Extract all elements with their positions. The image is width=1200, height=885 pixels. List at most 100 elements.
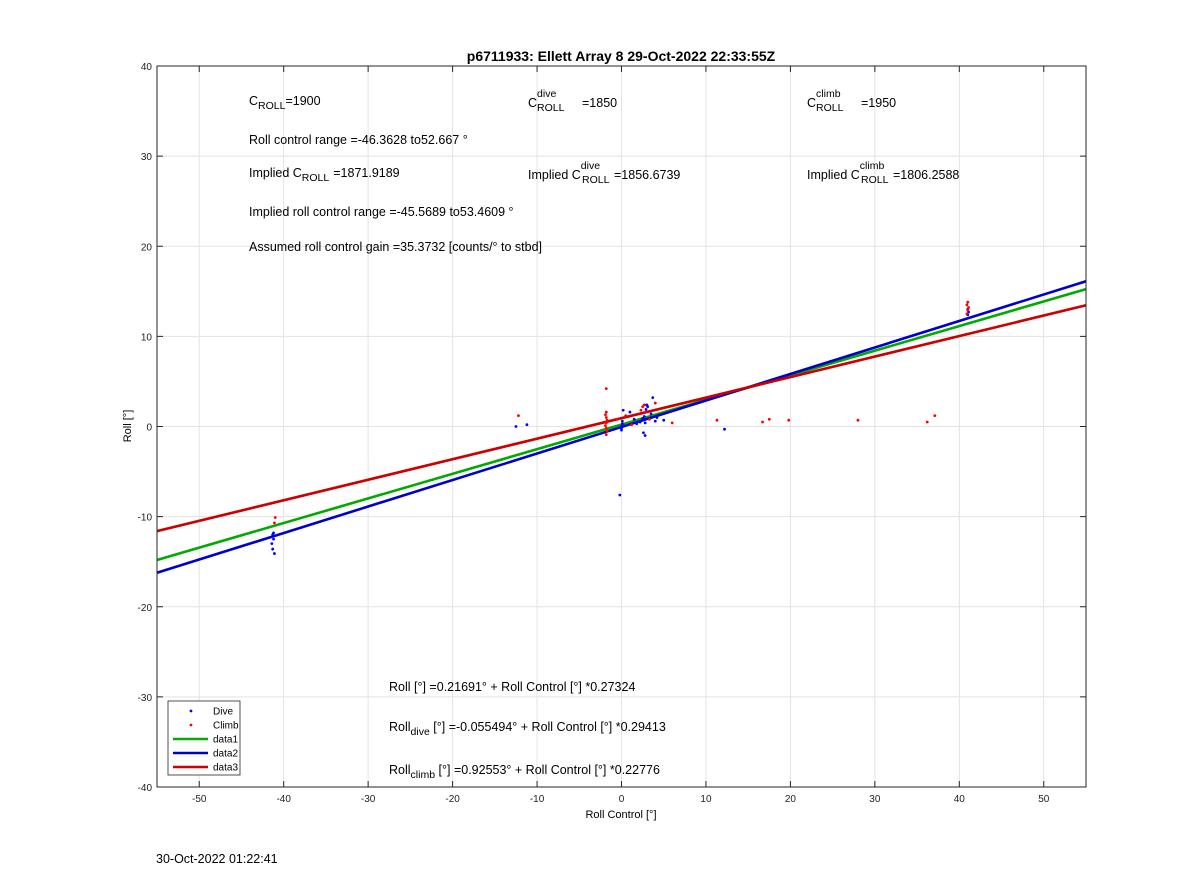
point-climb [965, 312, 969, 316]
point-dive [618, 493, 622, 497]
point-dive [638, 420, 642, 424]
point-dive [620, 422, 624, 426]
fit-dive-equation: Rolldive [°] =-0.055494° + Roll Control … [389, 720, 666, 738]
point-dive [272, 531, 275, 535]
point-climb [273, 516, 277, 519]
c-climb-annotation: Cclimb ROLL =1950 [807, 88, 896, 114]
point-climb [647, 417, 651, 421]
y-tick-label: 10 [141, 332, 153, 343]
implied-c-dive-annotation: Implied Cdive ROLL =1856.6739 [528, 160, 680, 186]
y-tick-label: -40 [138, 783, 153, 794]
point-dive [628, 410, 632, 414]
y-tick-label: 30 [141, 152, 153, 163]
y-axis-label: Roll [°] [122, 410, 134, 443]
x-tick-label: 30 [869, 794, 881, 805]
point-climb [604, 433, 608, 437]
point-climb [967, 306, 971, 309]
point-climb [604, 387, 608, 391]
x-axis-label: Roll Control [°] [585, 809, 656, 821]
c-dive-annotation: Cdive ROLL =1850 [528, 88, 617, 114]
point-climb [615, 417, 619, 421]
point-dive [635, 422, 639, 426]
point-climb [272, 521, 276, 525]
y-tick-label: 0 [146, 423, 152, 434]
x-tick-label: -10 [530, 794, 545, 805]
point-dive [272, 537, 275, 541]
x-tick-label: 40 [954, 794, 966, 805]
point-climb [624, 414, 628, 418]
fit-all-equation: Roll [°] =0.21691° + Roll Control [°] *0… [389, 680, 635, 694]
implied-c-roll-annotation: Implied CROLL =1871.9189 [249, 166, 400, 184]
x-tick-label: 50 [1038, 794, 1050, 805]
point-dive [653, 419, 657, 423]
point-climb [925, 420, 929, 424]
point-climb [639, 408, 643, 412]
point-dive [514, 425, 518, 428]
point-climb [933, 414, 937, 418]
point-climb [670, 421, 674, 425]
point-dive [643, 421, 647, 425]
c-roll-annotation: CROLL=1900 [249, 94, 321, 112]
y-tick-label: -20 [138, 603, 153, 614]
point-climb [761, 420, 764, 424]
point-dive [644, 407, 648, 411]
point-dive [620, 419, 624, 423]
y-tick-label: 20 [141, 242, 153, 253]
point-climb [965, 303, 969, 307]
point-dive [723, 427, 726, 431]
point-dive [649, 412, 653, 416]
implied-range-annotation: Implied roll control range =-45.5689 to5… [249, 205, 514, 219]
point-climb [787, 418, 791, 422]
point-climb [653, 401, 657, 405]
point-climb [604, 426, 608, 430]
point-climb [604, 416, 608, 419]
point-dive [662, 418, 666, 422]
y-tick-label: -30 [138, 693, 153, 704]
point-climb [604, 410, 608, 414]
point-dive [632, 417, 636, 421]
point-climb [517, 414, 520, 418]
legend-marker-climb [189, 723, 193, 727]
x-tick-label: 20 [785, 794, 797, 805]
point-dive [621, 408, 625, 412]
roll-range-annotation: Roll control range =-46.3628 to52.667 ° [249, 133, 468, 147]
point-climb [642, 403, 646, 407]
point-dive [641, 416, 645, 420]
point-dive [642, 415, 646, 418]
point-dive [525, 423, 529, 427]
point-dive [272, 552, 276, 555]
point-climb [966, 308, 970, 312]
point-climb [604, 413, 607, 417]
fit-climb-equation: Rollclimb [°] =0.92553° + Roll Control [… [389, 763, 660, 781]
point-dive [655, 416, 659, 419]
point-climb [641, 405, 645, 409]
point-dive [642, 431, 645, 435]
point-dive [271, 547, 275, 551]
x-tick-label: -20 [445, 794, 460, 805]
point-dive [643, 434, 647, 437]
point-dive [646, 405, 650, 409]
point-climb [715, 418, 719, 422]
implied-c-climb-annotation: Implied Cclimb ROLL =1806.2588 [807, 160, 959, 186]
point-climb [605, 418, 609, 422]
x-tick-label: -30 [361, 794, 376, 805]
legend-label-data2: data2 [213, 749, 238, 760]
point-climb [604, 421, 608, 425]
legend-label-data3: data3 [213, 763, 238, 774]
point-climb [856, 418, 860, 422]
x-tick-label: 10 [700, 794, 712, 805]
y-tick-label: 40 [141, 62, 153, 73]
data-points [270, 300, 971, 555]
legend-label-dive: Dive [213, 707, 233, 718]
legend-label-data1: data1 [213, 735, 238, 746]
footer-timestamp: 30-Oct-2022 01:22:41 [156, 852, 278, 866]
point-climb [644, 410, 648, 414]
legend-label-climb: Climb [213, 721, 239, 732]
point-dive [620, 428, 623, 432]
x-tick-label: -50 [192, 794, 207, 805]
legend-marker-dive [189, 709, 193, 713]
fit-line-data3 [157, 303, 1086, 533]
gain-annotation: Assumed roll control gain =35.3732 [coun… [249, 240, 542, 254]
axis-ticks: -50 -40 -30 -20 -10 0 10 20 30 40 50 -40 -30 -20 -10 0 1… [138, 62, 1086, 805]
chart-title: p6711933: Ellett Array 8 29-Oct-2022 22:… [467, 48, 776, 64]
